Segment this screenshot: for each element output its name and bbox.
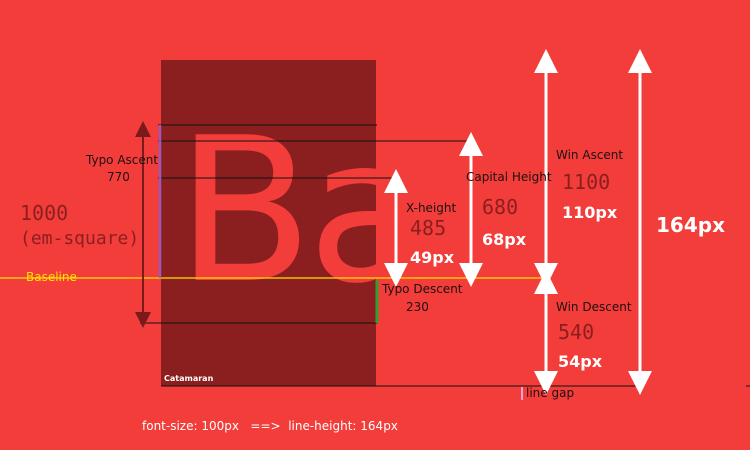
line-height-px: 164px xyxy=(656,213,725,237)
typo-descent-value: 230 xyxy=(406,300,429,314)
typo-ascent-value: 770 xyxy=(107,170,130,184)
baseline-label: Baseline xyxy=(26,270,77,284)
capital-height-label: Capital Height xyxy=(466,170,552,184)
x-height-px: 49px xyxy=(410,248,455,267)
em-square-label: (em-square) xyxy=(20,228,140,249)
typo-ascent-label: Typo Ascent xyxy=(86,153,159,167)
win-descent-label: Win Descent xyxy=(556,300,632,314)
footer-formula: font-size: 100px ==> line-height: 164px xyxy=(142,419,398,433)
win-ascent-px: 110px xyxy=(562,203,618,222)
typo-descent-label: Typo Descent xyxy=(382,282,463,296)
font-name-label: Catamaran xyxy=(164,374,214,383)
line-gap-label: line gap xyxy=(526,386,575,400)
win-ascent-value: 1100 xyxy=(562,170,611,194)
x-height-value: 485 xyxy=(410,216,447,240)
em-square-value: 1000 xyxy=(20,201,69,225)
capital-height-px: 68px xyxy=(482,230,527,249)
win-descent-value: 540 xyxy=(558,320,595,344)
win-descent-px: 54px xyxy=(558,352,603,371)
win-ascent-label: Win Ascent xyxy=(556,148,624,162)
x-height-label: X-height xyxy=(406,201,457,215)
capital-height-value: 680 xyxy=(482,195,519,219)
em-square-box xyxy=(161,60,376,386)
